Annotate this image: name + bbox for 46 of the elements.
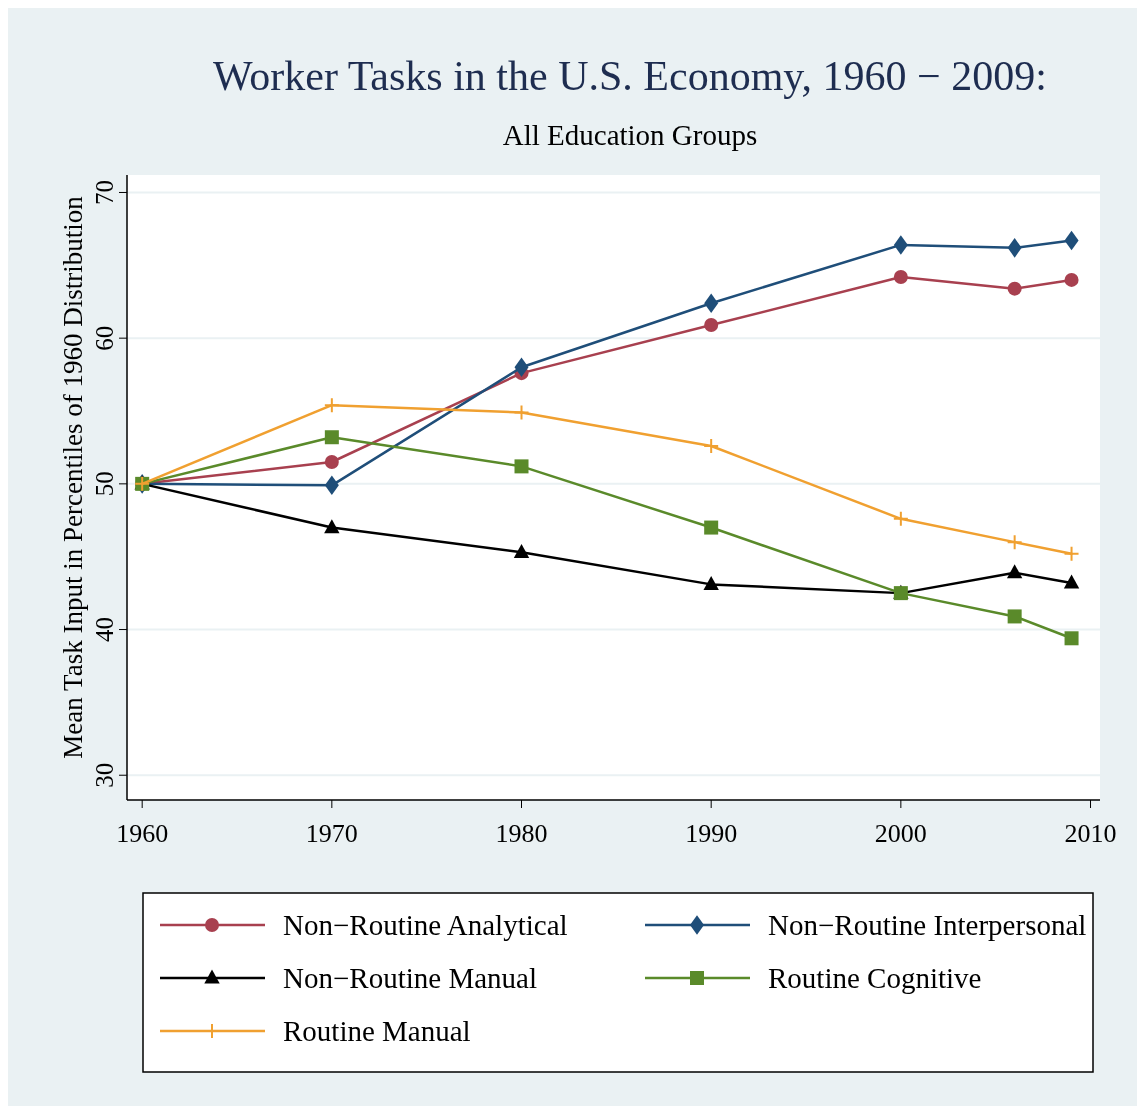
chart-subtitle: All Education Groups <box>502 119 758 151</box>
point <box>1064 272 1079 287</box>
point <box>1063 545 1080 562</box>
point <box>1007 238 1022 258</box>
point <box>1007 281 1022 296</box>
point <box>324 519 340 534</box>
y-tick-label: 70 <box>91 179 118 205</box>
y-tick-label: 30 <box>91 762 118 788</box>
x-tick-label: 1960 <box>116 819 169 848</box>
x-tick-label: 1970 <box>305 819 358 848</box>
point <box>514 357 529 378</box>
point <box>1007 609 1022 624</box>
legend-label: Routine Cognitive <box>768 962 982 994</box>
point <box>892 510 909 527</box>
point <box>324 430 339 445</box>
point <box>704 318 719 333</box>
point <box>513 404 530 421</box>
point <box>1064 631 1079 646</box>
point <box>893 235 908 255</box>
x-tick-label: 2010 <box>1064 819 1117 848</box>
y-tick-label: 40 <box>91 617 118 643</box>
x-tick-label: 1980 <box>495 819 548 848</box>
y-axis-title: Mean Task Input in Percentiles of 1960 Distribution <box>58 195 88 759</box>
point <box>1006 564 1023 579</box>
point <box>703 437 720 454</box>
point <box>1006 534 1023 551</box>
x-tick-label: 1990 <box>685 819 738 848</box>
point <box>323 397 340 414</box>
y-tick-label: 60 <box>91 325 118 351</box>
point <box>324 475 339 496</box>
point <box>513 543 530 558</box>
point <box>703 575 719 590</box>
y-tick-label: 50 <box>91 471 118 497</box>
legend-label: Non−Routine Analytical <box>283 909 568 941</box>
x-tick-label: 2000 <box>874 819 927 848</box>
legend-label: Non−Routine Interpersonal <box>768 909 1087 941</box>
point <box>893 269 908 284</box>
point <box>1064 230 1079 251</box>
point <box>514 459 529 474</box>
point <box>704 520 719 535</box>
point <box>704 293 719 314</box>
chart-title: Worker Tasks in the U.S. Economy, 1960 − 2009: <box>213 53 1047 99</box>
legend-label: Routine Manual <box>283 1015 471 1047</box>
legend-label: Non−Routine Manual <box>283 962 537 994</box>
point <box>324 455 339 470</box>
point <box>1063 574 1080 589</box>
